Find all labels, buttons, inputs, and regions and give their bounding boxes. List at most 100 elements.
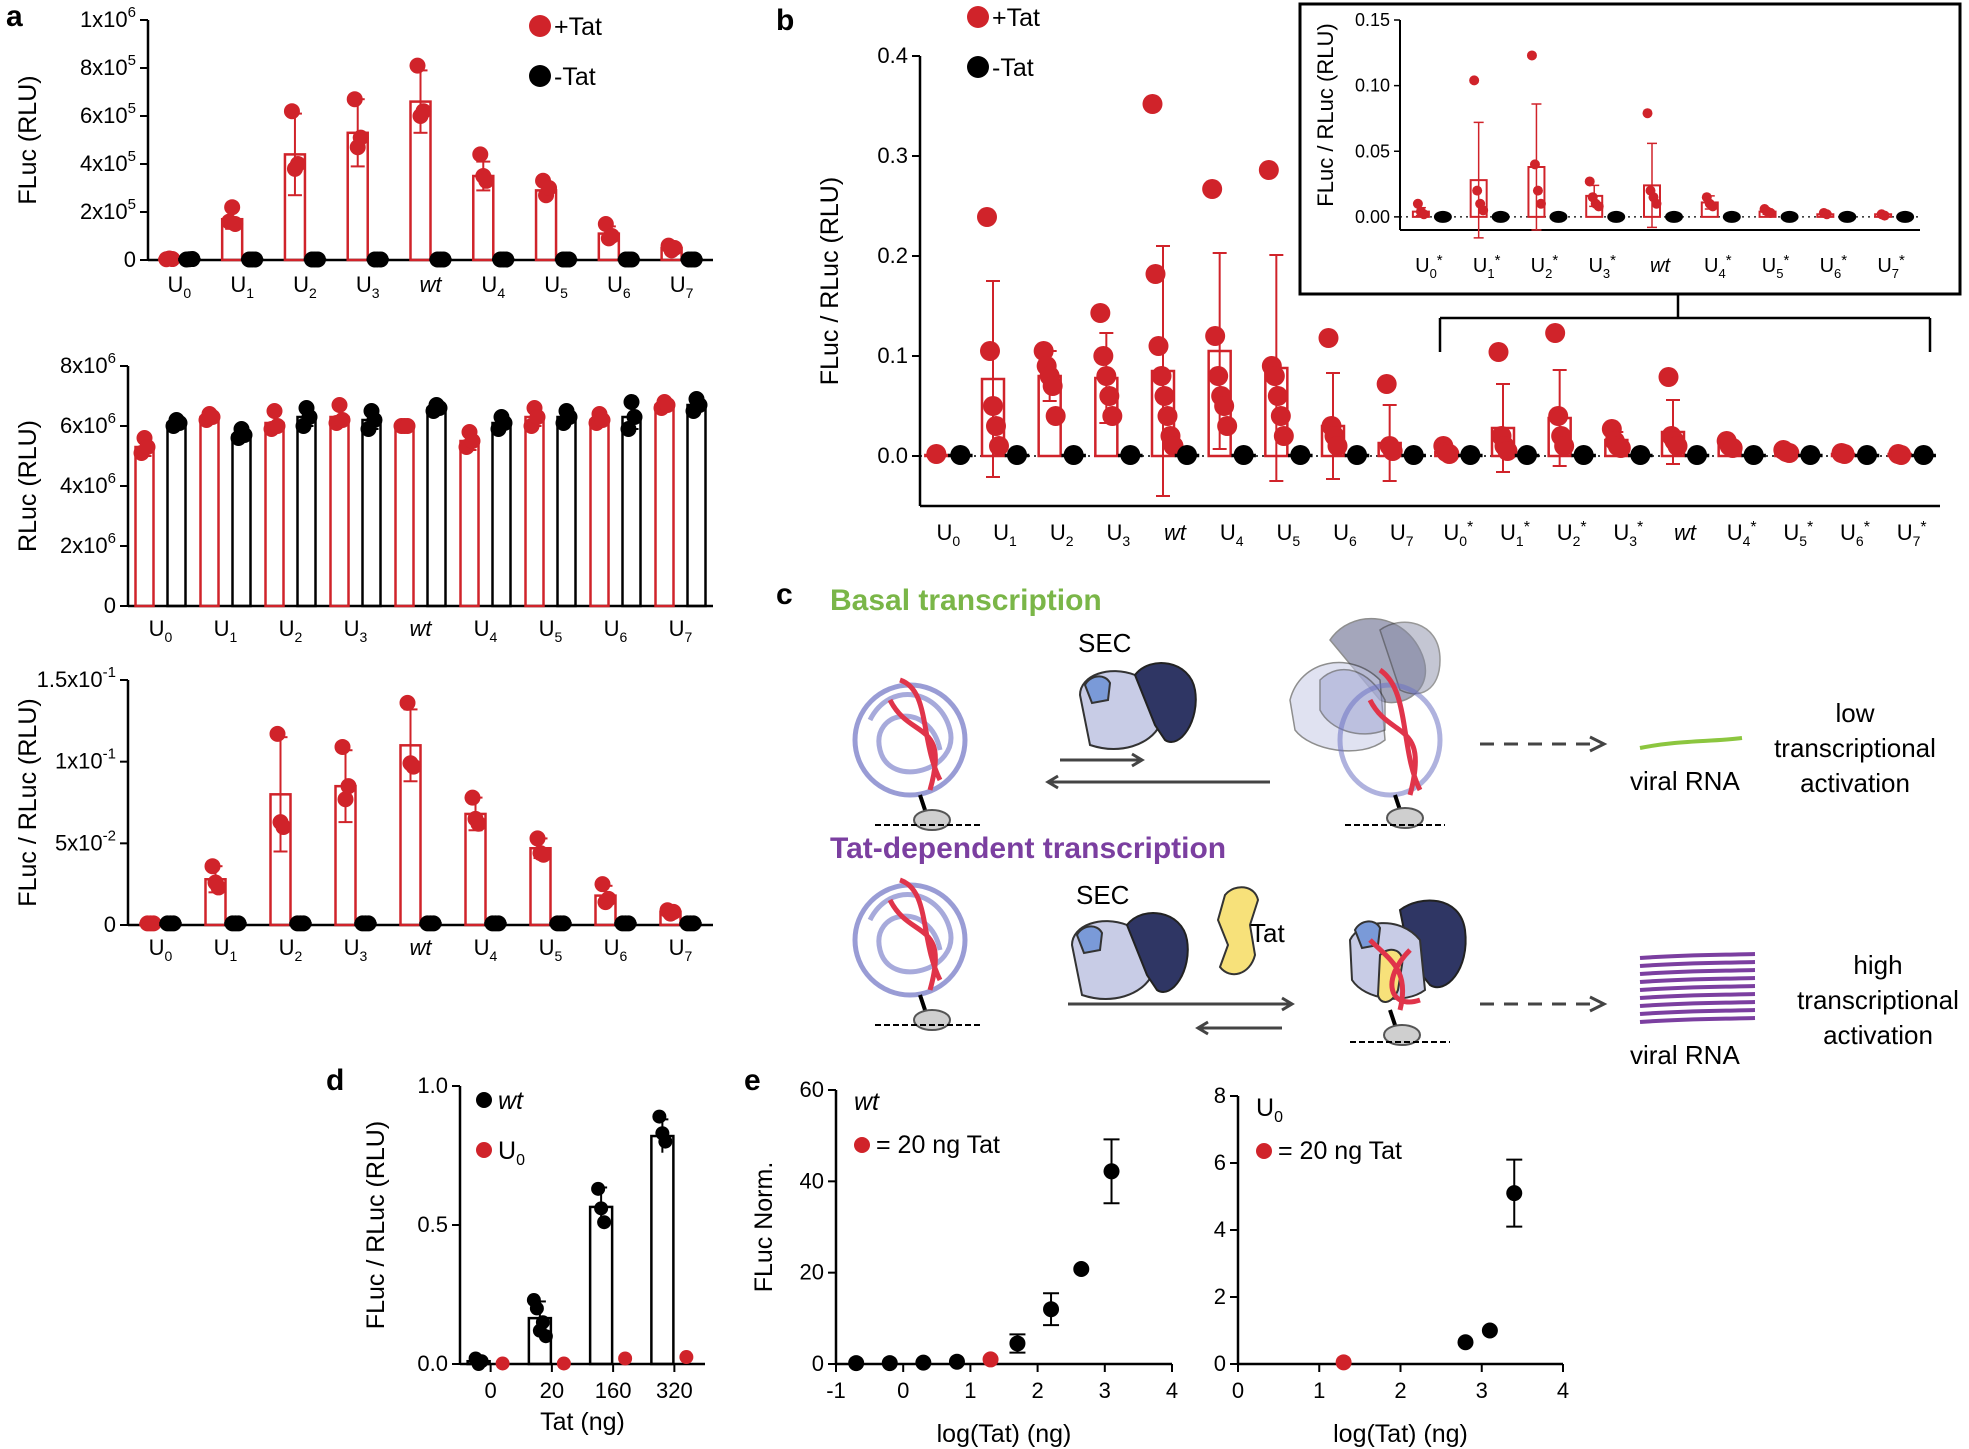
legend-marker — [967, 56, 989, 78]
tat-dependent-transcription-title: Tat-dependent transcription — [830, 832, 1226, 865]
inset-data-point — [1821, 209, 1832, 220]
bar — [621, 415, 642, 608]
x-tick-label: U7 — [1390, 520, 1414, 549]
inset-y-tick-label: 0.15 — [1355, 10, 1390, 30]
data-point — [983, 396, 1003, 416]
x-tick-label: U6* — [1840, 519, 1870, 549]
data-point — [986, 416, 1006, 436]
data-point — [1779, 443, 1800, 463]
y-axis-label: FLuc (RLU) — [14, 75, 42, 204]
tat-label: Tat — [1250, 918, 1285, 948]
low-activation-line-3: activation — [1800, 768, 1910, 798]
x-tick-subscript: 0 — [952, 533, 960, 549]
data-point — [399, 694, 416, 711]
inset-data-point — [1765, 207, 1776, 218]
panel-letter-a: a — [6, 0, 23, 33]
data-point — [1073, 1261, 1090, 1278]
data-point — [1063, 445, 1084, 465]
data-point — [535, 846, 552, 863]
inset-data-point — [1469, 75, 1480, 86]
inset-x-tick-subscript: 7 — [1892, 266, 1899, 281]
data-point — [309, 251, 326, 268]
data-point — [301, 409, 318, 425]
data-point — [620, 915, 637, 932]
inset-data-point — [1879, 210, 1890, 221]
data-point — [1573, 445, 1594, 465]
data-point — [620, 421, 637, 437]
inset-data-point — [1535, 198, 1546, 209]
legend-label: = 20 ng Tat — [1278, 1137, 1402, 1165]
inset-x-tick-subscript: 1 — [1487, 266, 1494, 281]
inset-y-tick-label: 0.05 — [1355, 141, 1390, 161]
data-point — [1517, 445, 1537, 465]
x-tick-subscript: 2 — [1573, 533, 1581, 549]
data-point — [171, 415, 188, 431]
data-point — [597, 216, 614, 232]
bar — [361, 418, 382, 608]
data-point — [1743, 445, 1764, 465]
inset-data-point — [1707, 201, 1718, 212]
data-point — [686, 251, 703, 268]
data-point — [139, 439, 156, 455]
x-tick-subscript: 0 — [165, 629, 173, 645]
data-point — [1007, 445, 1027, 465]
y-tick-label: 40 — [800, 1168, 824, 1193]
inset-data-point — [1526, 50, 1537, 61]
x-tick-label: U3* — [1613, 519, 1643, 549]
data-point — [1148, 336, 1169, 356]
data-point — [556, 1356, 571, 1371]
x-tick-label: U0* — [1443, 519, 1473, 549]
y-tick-label: 6x105 — [80, 100, 136, 128]
data-point — [626, 409, 643, 425]
data-point — [405, 758, 422, 775]
data-point — [600, 890, 617, 907]
inset-x-tick-subscript: 6 — [1834, 266, 1841, 281]
y-tick-label: 1x10-1 — [55, 746, 116, 774]
y-tick-label: 0 — [104, 912, 116, 937]
bar — [491, 421, 512, 608]
data-point — [1157, 406, 1178, 426]
data-point — [1009, 1335, 1026, 1352]
data-point — [561, 409, 578, 425]
bar — [426, 406, 447, 608]
data-point — [848, 1355, 865, 1372]
x-tick-subscript: 7 — [685, 948, 693, 964]
bar — [329, 415, 350, 608]
y-tick-label: 8x105 — [80, 52, 136, 80]
inset-x-tick-subscript: 3 — [1603, 266, 1610, 281]
x-tick-label: 1 — [1313, 1378, 1325, 1403]
x-tick-label: U0 — [149, 935, 173, 964]
x-tick-label: U3 — [1106, 520, 1130, 549]
data-point — [538, 1329, 553, 1344]
data-point — [1318, 328, 1339, 348]
x-tick-subscript: 4 — [497, 285, 505, 301]
data-point — [652, 1109, 667, 1124]
inset-data-point — [1418, 209, 1429, 220]
data-point — [346, 91, 363, 108]
data-point — [472, 146, 489, 163]
data-point — [236, 427, 253, 443]
legend-label: -Tat — [554, 63, 596, 91]
x-tick-label: 3 — [1099, 1378, 1111, 1403]
viral-rna-high-icon — [1639, 952, 1756, 1024]
rna-sec-tat-complex-icon — [1348, 899, 1467, 1046]
sec-complex-icon — [1078, 662, 1197, 750]
data-point — [623, 394, 640, 410]
y-tick-label: 0 — [1214, 1351, 1226, 1376]
y-tick-label: 4 — [1214, 1217, 1226, 1242]
viral-rna-label-1: viral RNA — [1630, 766, 1740, 796]
legend-label: -Tat — [992, 54, 1034, 82]
legend-label: +Tat — [554, 13, 602, 41]
x-tick-subscript: 7 — [686, 285, 694, 301]
data-point — [1264, 366, 1285, 386]
x-tick-subscript: 5 — [1292, 533, 1300, 549]
data-point — [165, 915, 182, 932]
panel-letter-d: d — [326, 1064, 344, 1097]
x-tick-subscript: 2 — [309, 285, 317, 301]
inset-data-point — [1478, 205, 1489, 216]
high-activation-line-2: transcriptional — [1797, 985, 1959, 1015]
bar — [134, 445, 155, 608]
inset-x-tick-star: * — [1841, 252, 1847, 269]
y-tick-label: 8 — [1214, 1083, 1226, 1108]
data-point — [1403, 445, 1424, 465]
